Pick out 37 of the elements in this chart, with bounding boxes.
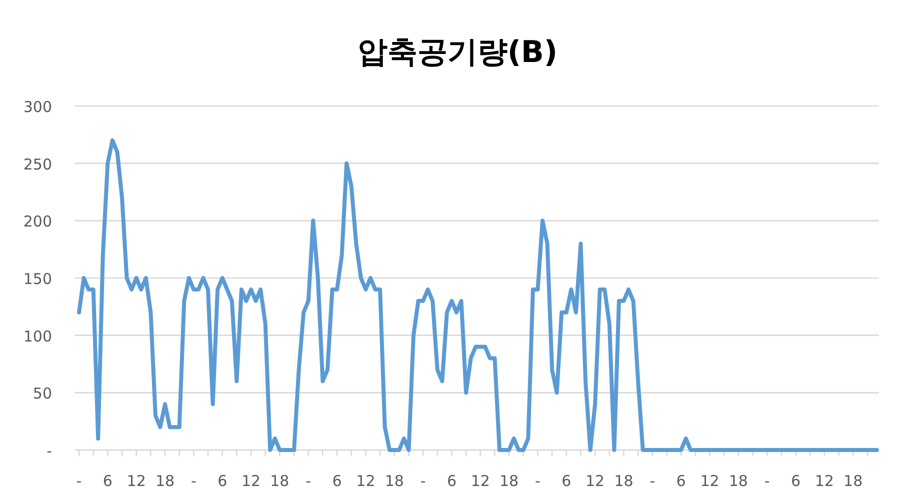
x-tick-label: 6: [218, 472, 228, 490]
x-tick-label: -: [535, 472, 540, 490]
x-tick-label: 6: [332, 472, 342, 490]
x-tick-label: 18: [728, 472, 748, 490]
chart-title: 압축공기량(B): [357, 35, 558, 70]
x-tick-label: 6: [790, 472, 801, 490]
x-tick-label: -: [306, 472, 312, 490]
x-tick-label: 12: [126, 472, 146, 490]
y-tick-label: -: [46, 442, 52, 460]
x-tick-label: 6: [562, 472, 572, 490]
x-tick-label: 12: [586, 472, 605, 490]
y-tick-label: 200: [23, 212, 52, 231]
x-tick-label: 18: [384, 472, 404, 490]
y-tick-label: 250: [23, 155, 52, 174]
x-tick-label: 18: [614, 472, 634, 490]
x-tick-label: -: [420, 472, 426, 490]
x-tick-label: 12: [700, 472, 720, 490]
x-tick-label: 6: [446, 472, 456, 490]
x-tick-label: -: [76, 472, 82, 490]
y-tick-label: 100: [23, 327, 52, 346]
y-tick-label: 50: [32, 384, 52, 403]
x-tick-label: 12: [470, 472, 490, 490]
x-tick-label: 12: [814, 472, 834, 490]
x-tick-label: 18: [155, 472, 175, 490]
y-tick-label: 150: [23, 270, 52, 288]
x-tick-label: -: [764, 472, 770, 490]
x-tick-label: -: [650, 472, 656, 490]
x-tick-label: 6: [676, 472, 686, 490]
x-tick-label: 6: [102, 472, 112, 490]
x-tick-label: 12: [241, 472, 261, 490]
line-series: [77, 138, 879, 452]
x-tick-label: 18: [500, 472, 519, 490]
x-tick-label: 12: [356, 472, 376, 490]
x-tick-label: 18: [270, 472, 290, 490]
x-tick-label: 18: [844, 472, 863, 490]
x-tick-label: -: [190, 472, 196, 490]
y-tick-label: 300: [23, 98, 52, 116]
